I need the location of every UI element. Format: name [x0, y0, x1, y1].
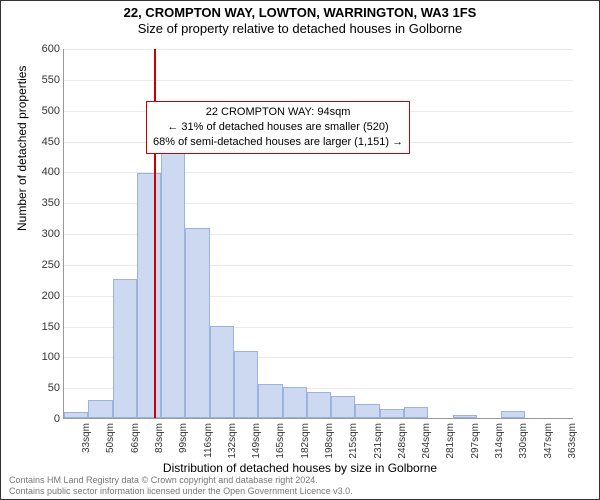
attribution-line-1: Contains HM Land Registry data © Crown c… — [9, 475, 353, 485]
attribution-line-2: Contains public sector information licen… — [9, 486, 353, 496]
bar — [137, 173, 161, 418]
bar — [307, 392, 331, 418]
x-axis-label: Distribution of detached houses by size … — [1, 461, 599, 475]
info-line-1: 22 CROMPTON WAY: 94sqm — [153, 105, 403, 120]
x-tick: 215sqm — [348, 423, 359, 463]
x-tick: 99sqm — [178, 423, 189, 463]
bar — [331, 396, 355, 418]
bar — [88, 400, 112, 419]
x-tick: 330sqm — [518, 423, 529, 463]
x-tick: 50sqm — [105, 423, 116, 463]
x-tick: 116sqm — [203, 423, 214, 463]
y-tick: 500 — [42, 105, 60, 117]
y-tick: 100 — [42, 351, 60, 363]
bar — [185, 228, 209, 418]
y-tick: 250 — [42, 259, 60, 271]
x-tick: 165sqm — [275, 423, 286, 463]
x-tick: 363sqm — [567, 423, 578, 463]
bar — [283, 387, 307, 418]
x-tick: 33sqm — [81, 423, 92, 463]
chart-container: 22, CROMPTON WAY, LOWTON, WARRINGTON, WA… — [0, 0, 600, 500]
y-tick: 350 — [42, 197, 60, 209]
x-tick: 66sqm — [130, 423, 141, 463]
x-tick: 264sqm — [421, 423, 432, 463]
info-line-2: ← 31% of detached houses are smaller (52… — [153, 120, 403, 135]
x-tick: 132sqm — [227, 423, 238, 463]
x-tick: 149sqm — [251, 423, 262, 463]
bar — [210, 326, 234, 419]
bar — [380, 409, 404, 418]
y-tick: 200 — [42, 290, 60, 302]
bar — [161, 131, 185, 418]
x-tick: 248sqm — [397, 423, 408, 463]
x-tick: 83sqm — [154, 423, 165, 463]
x-tick: 182sqm — [300, 423, 311, 463]
bar — [355, 404, 379, 418]
y-axis-label: Number of detached properties — [15, 66, 29, 231]
bar — [501, 411, 525, 418]
attribution-text: Contains HM Land Registry data © Crown c… — [9, 475, 353, 496]
y-tick: 550 — [42, 74, 60, 86]
x-tick: 314sqm — [494, 423, 505, 463]
x-tick: 198sqm — [324, 423, 335, 463]
x-tick: 347sqm — [543, 423, 554, 463]
bar — [234, 351, 258, 418]
y-tick: 50 — [48, 382, 60, 394]
plot-area: 22 CROMPTON WAY: 94sqm ← 31% of detached… — [63, 49, 573, 419]
x-tick: 281sqm — [445, 423, 456, 463]
bar — [453, 415, 477, 418]
x-tick: 297sqm — [470, 423, 481, 463]
info-box: 22 CROMPTON WAY: 94sqm ← 31% of detached… — [146, 101, 410, 154]
bar — [113, 279, 137, 418]
y-tick: 300 — [42, 228, 60, 240]
y-tick: 150 — [42, 321, 60, 333]
chart-title-subtitle: Size of property relative to detached ho… — [1, 21, 599, 36]
y-tick: 0 — [54, 413, 60, 425]
info-line-3: 68% of semi-detached houses are larger (… — [153, 135, 403, 150]
bar — [258, 384, 282, 418]
chart-title-address: 22, CROMPTON WAY, LOWTON, WARRINGTON, WA… — [1, 5, 599, 20]
y-tick: 400 — [42, 166, 60, 178]
y-tick: 600 — [42, 43, 60, 55]
x-tick: 231sqm — [373, 423, 384, 463]
bar — [404, 407, 428, 418]
bar — [64, 412, 88, 418]
y-tick: 450 — [42, 136, 60, 148]
